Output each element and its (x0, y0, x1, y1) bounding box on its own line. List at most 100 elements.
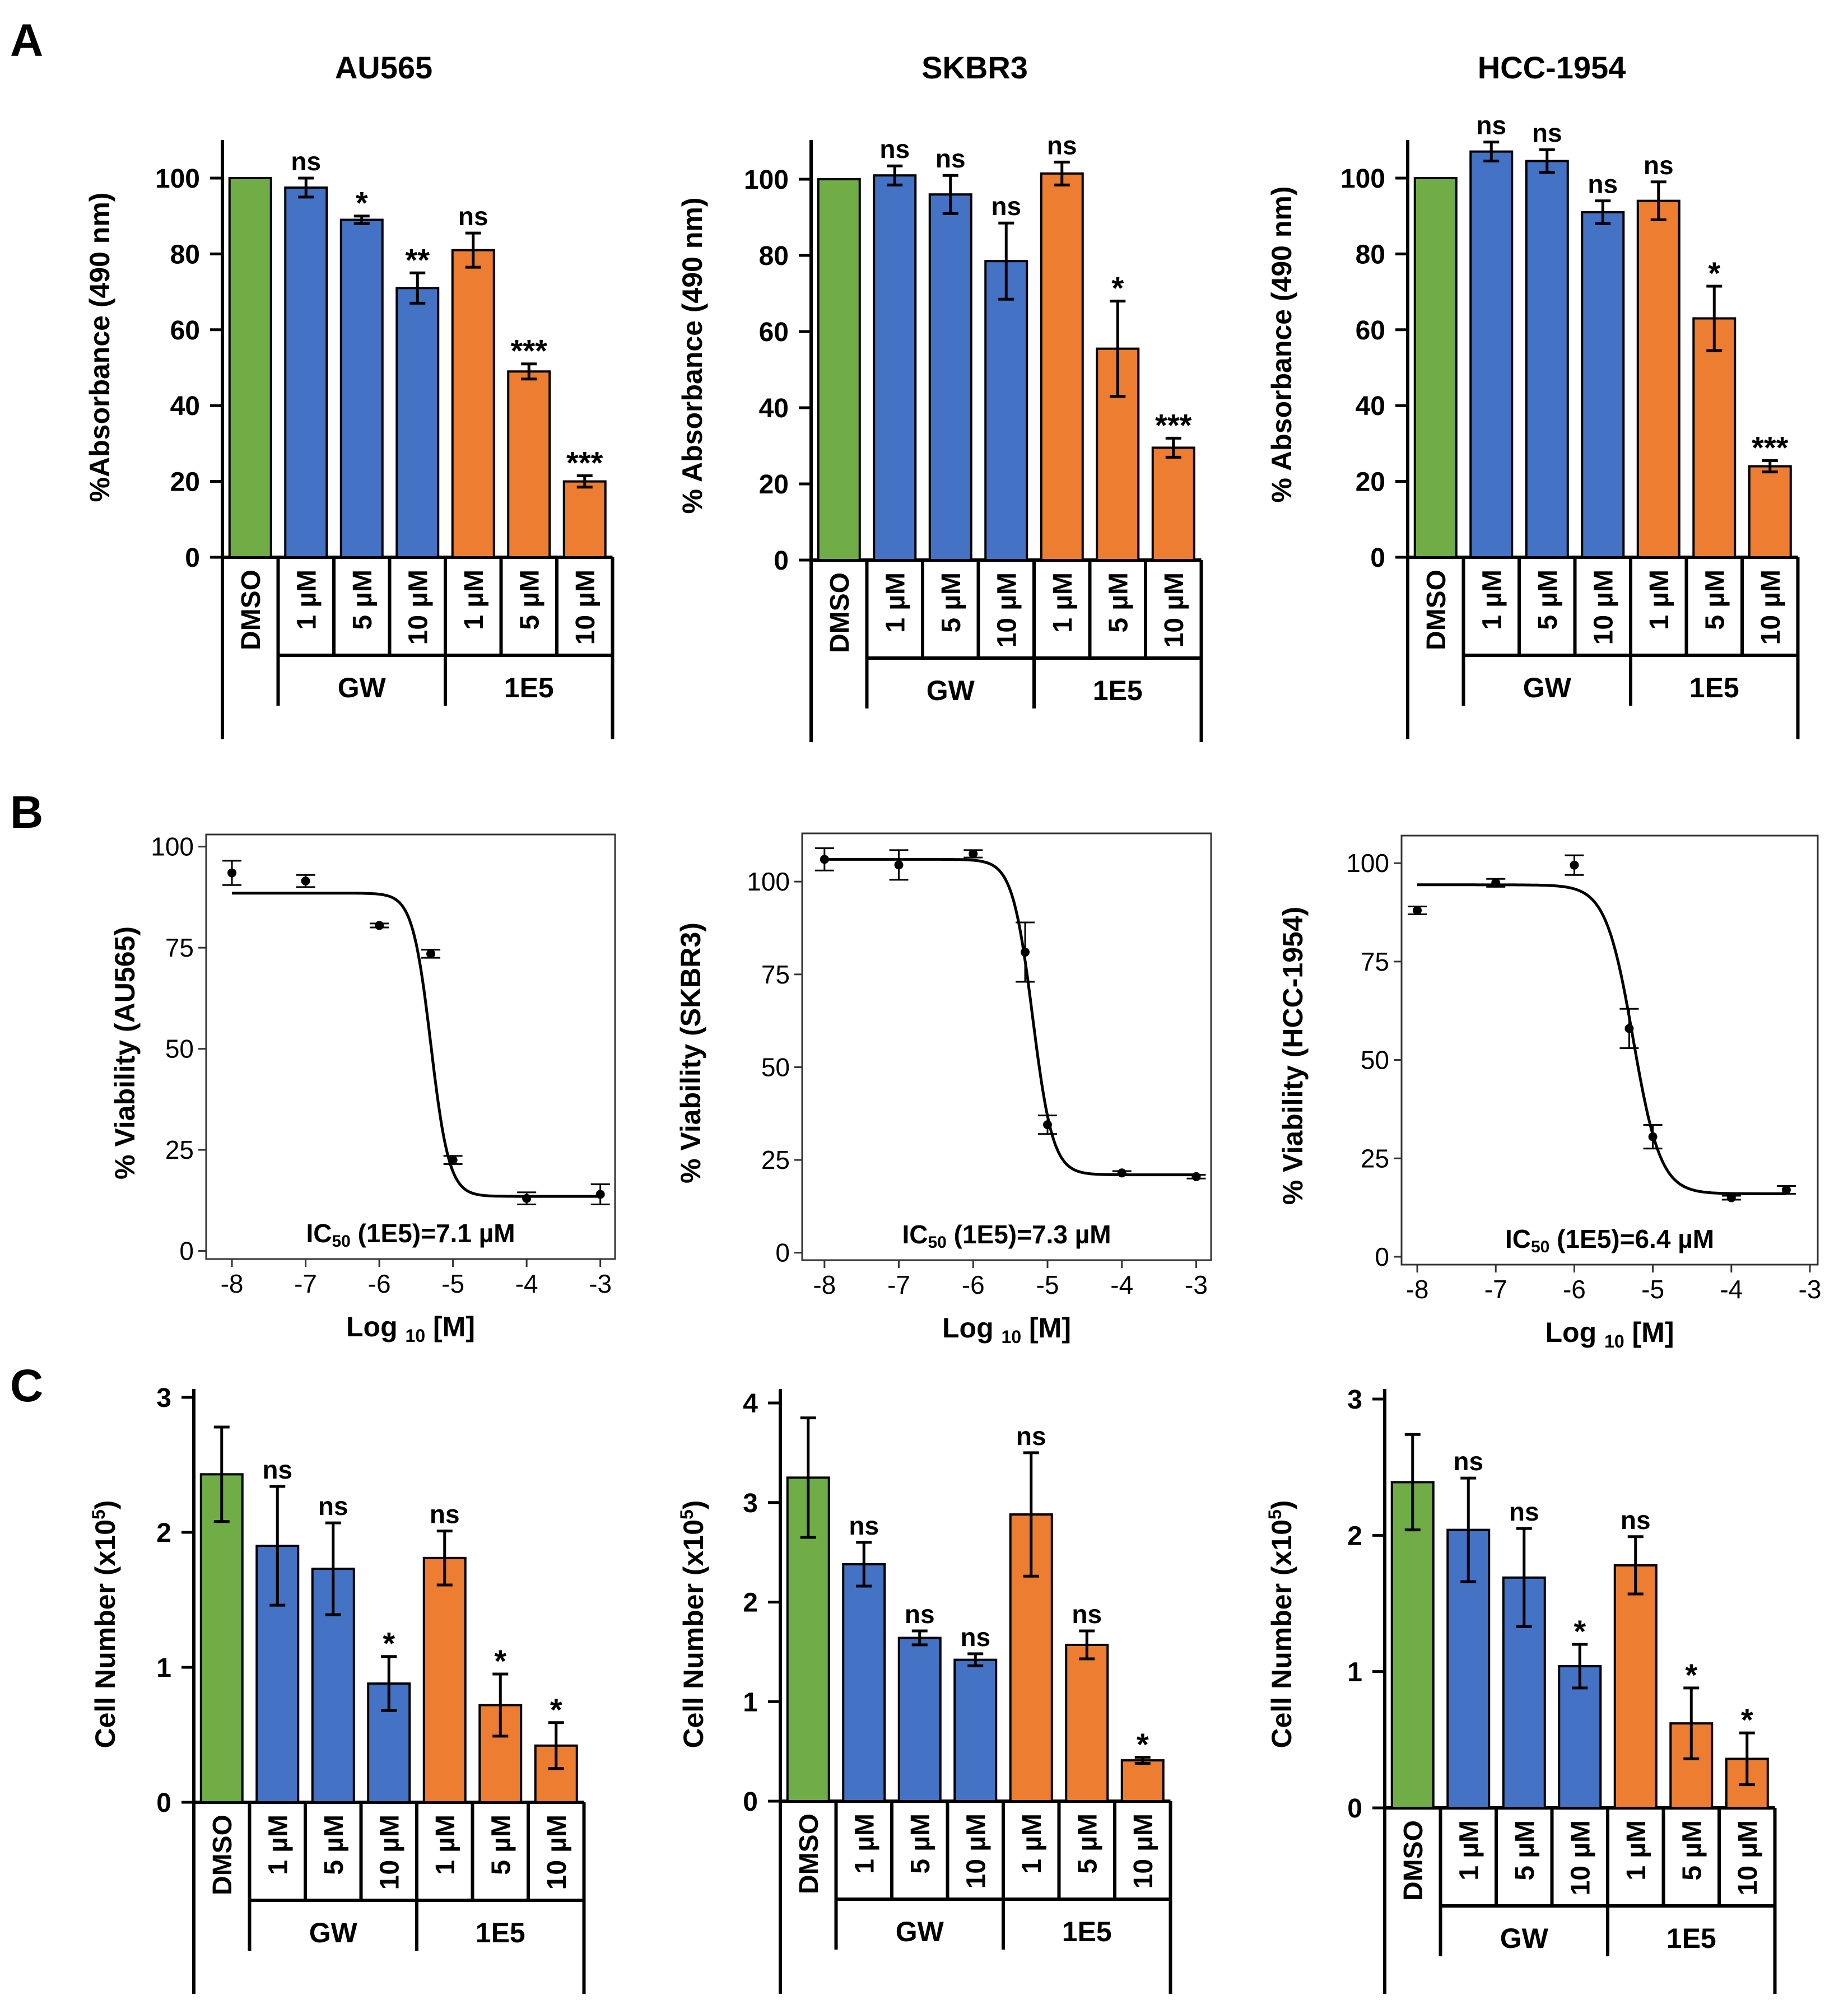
y-tick-label: 100 (151, 832, 194, 861)
category-label: 1 µM (881, 572, 910, 633)
y-tick-label: 100 (1340, 164, 1385, 194)
y-tick-label: 4 (743, 1389, 758, 1419)
category-label: 5 µM (348, 570, 378, 630)
panel-label-c: C (10, 1360, 43, 1411)
bar (562, 480, 607, 558)
y-tick-label: 80 (170, 240, 200, 269)
x-tick-label: -8 (1406, 1275, 1429, 1304)
group-label-gw: GW (309, 1917, 358, 1948)
bar (953, 1658, 998, 1802)
x-axis-label-unit: [M] (1624, 1317, 1674, 1348)
bar-chart-c2: Cell Number (x105) 0 1 2 3 4 DMSO ns 1 µM ns 5 µM n… (677, 1389, 1172, 1994)
y-tick-label: 100 (155, 164, 200, 194)
data-point (1413, 906, 1422, 915)
y-tick-label: 0 (775, 1238, 790, 1267)
category-label: DMSO (1422, 570, 1451, 650)
data-point (894, 860, 904, 870)
dose-response-chart-b1: -8 -7 -6 -5 -4 -3 0 25 50 75 100 % Viability (AU565… (109, 832, 616, 1346)
y-tick-label: 80 (759, 241, 789, 271)
data-point (448, 1155, 458, 1165)
group-label-gw: GW (1523, 672, 1572, 703)
x-axis-label-sub: 10 (1604, 1331, 1624, 1351)
data-point (1021, 948, 1030, 957)
category-label: 5 µM (1677, 1820, 1707, 1881)
y-axis-label: % Absorbance (490 nm) (677, 198, 708, 514)
ic50-annotation: IC50 (1E5)=7.1 µM (306, 1219, 515, 1251)
data-point (1624, 1024, 1634, 1033)
x-axis-label: Log 10 [M] (346, 1311, 475, 1346)
y-axis-label: % Viability (SKBR3) (675, 922, 706, 1183)
x-axis-label-main: Log (346, 1311, 406, 1342)
category-label: 1 µM (1477, 570, 1507, 630)
category-label: 5 µM (1533, 570, 1563, 630)
y-axis-label-end: ) (678, 1500, 709, 1510)
ic50-prefix: IC (1505, 1224, 1531, 1253)
x-axis-label: Log 10 [M] (1546, 1317, 1674, 1351)
y-tick-label: 2 (1347, 1521, 1362, 1551)
category-label: 1 µM (459, 570, 489, 630)
group-label-gw: GW (896, 1916, 944, 1947)
bar (786, 1476, 830, 1802)
y-axis-label: % Viability (HCC-1954) (1277, 907, 1309, 1205)
data-point (375, 921, 384, 930)
x-tick-label: -5 (1641, 1275, 1664, 1304)
bar (1065, 1643, 1109, 1803)
category-label: 1 µM (850, 1813, 879, 1874)
x-tick-label: -5 (1036, 1270, 1059, 1299)
y-tick-label: 0 (743, 1787, 758, 1817)
bar-chart-c3: Cell Number (x105) 0 1 2 3 DMSO ns 1 µM ns 5 µM * 1… (1265, 1385, 1777, 1994)
bar (873, 174, 917, 561)
significance-label: * (1574, 1614, 1586, 1649)
category-label: 10 µM (375, 1815, 404, 1890)
bar (451, 249, 495, 558)
x-tick-label: -6 (1563, 1275, 1586, 1304)
category-label: 1 µM (1048, 572, 1078, 633)
significance-label: ns (291, 147, 321, 176)
plot-frame (205, 833, 616, 1260)
significance-label: * (1708, 255, 1720, 291)
data-point (1648, 1132, 1658, 1141)
y-axis-label-sup: 5 (89, 1509, 109, 1519)
group-label-1e5: 1E5 (1093, 675, 1143, 706)
significance-label: ns (1644, 151, 1674, 180)
x-axis-label-main: Log (1546, 1317, 1605, 1348)
bar (1525, 160, 1569, 559)
category-label: 1 µM (1645, 570, 1674, 630)
y-tick-label: 3 (156, 1383, 171, 1413)
y-axis-label-sup: 5 (677, 1509, 697, 1519)
y-tick-label: 1 (743, 1687, 758, 1717)
y-tick-label: 25 (1361, 1144, 1389, 1173)
category-label: 10 µM (571, 570, 601, 645)
x-axis-label-sub: 10 (406, 1326, 426, 1346)
group-label-gw: GW (1500, 1923, 1549, 1954)
x-axis-label: Log 10 [M] (942, 1312, 1071, 1347)
significance-label: * (383, 1626, 395, 1661)
bar (1558, 1665, 1602, 1810)
dose-response-chart-b2: -8 -7 -6 -5 -4 -3 0 25 50 75 100 % Viability (SKBR3… (675, 832, 1212, 1347)
x-tick-label: -8 (221, 1269, 244, 1298)
significance-label: ns (1016, 1421, 1046, 1451)
x-tick-label: -8 (813, 1270, 836, 1299)
data-point (426, 949, 436, 958)
category-label: 5 µM (1073, 1813, 1102, 1874)
ic50-sub: 50 (332, 1232, 350, 1251)
significance-label: * (1111, 271, 1124, 306)
y-axis-label: Cell Number (x105) (1265, 1500, 1297, 1749)
y-tick-label: 3 (743, 1489, 758, 1518)
chart-title: AU565 (335, 50, 432, 85)
category-label: 5 µM (486, 1815, 516, 1875)
category-label: 5 µM (1510, 1820, 1540, 1881)
y-tick-label: 50 (761, 1052, 790, 1081)
ic50-annotation: IC50 (1E5)=7.3 µM (902, 1220, 1111, 1252)
category-label: DMSO (794, 1813, 824, 1894)
significance-label: * (356, 185, 368, 221)
bar (228, 177, 272, 558)
significance-label: ns (262, 1455, 292, 1484)
y-tick-label: 2 (743, 1588, 758, 1618)
bar (1151, 446, 1195, 562)
x-tick-label: -7 (294, 1269, 317, 1298)
chart-title: HCC-1954 (1478, 50, 1626, 85)
x-tick-label: -3 (1799, 1275, 1822, 1304)
ic50-value: (1E5)=7.3 µM (947, 1220, 1111, 1249)
data-point (1726, 1193, 1736, 1202)
